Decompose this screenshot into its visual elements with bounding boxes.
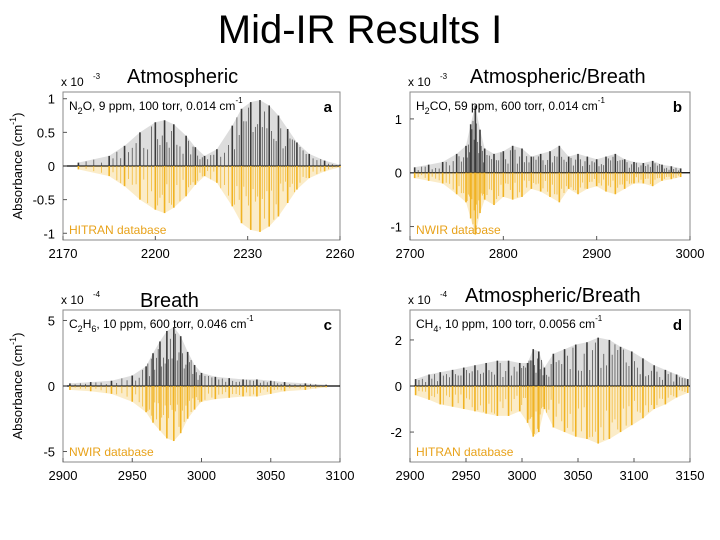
- measured-envelope: [69, 327, 327, 386]
- x-tick-label: 3150: [676, 468, 705, 483]
- caption-panel-c: Breath: [140, 290, 199, 312]
- x-tick-label: 2170: [49, 246, 78, 261]
- y-tick-label: 0: [395, 166, 402, 181]
- panel-letter: d: [673, 317, 682, 334]
- x-tick-label: 3050: [256, 468, 285, 483]
- y-tick-label: -5: [43, 445, 55, 460]
- y-tick-label: 0: [395, 379, 402, 394]
- caption-panel-a: Atmospheric: [127, 66, 239, 88]
- x-tick-label: 2900: [582, 246, 611, 261]
- plot-frame: [409, 91, 691, 241]
- y-axis-label: Absorbance (cm-1): [8, 112, 25, 219]
- axis-multiplier: x 10: [408, 75, 431, 89]
- x-tick-label: 2230: [233, 246, 262, 261]
- y-axis-label: Absorbance (cm-1): [8, 332, 25, 439]
- y-tick-label: 1: [48, 92, 55, 107]
- y-tick-label: -0.5: [33, 193, 55, 208]
- caption-panel-b: Atmospheric/Breath: [470, 66, 646, 88]
- x-tick-label: 2260: [326, 246, 355, 261]
- y-tick-label: 1: [395, 112, 402, 127]
- x-tick-label: 3000: [187, 468, 216, 483]
- slide-title: Mid-IR Results I: [217, 8, 503, 52]
- chart-panel-a: 1 0.5 0 -0.5 -1 2170 2200 2230 2260 x 10 -3 N2O, 9 …: [8, 72, 354, 261]
- database-label: NWIR database: [69, 445, 154, 459]
- x-tick-label: 3000: [508, 468, 537, 483]
- x-tick-label: 3000: [676, 246, 705, 261]
- axis-multiplier: x 10: [61, 75, 84, 89]
- axis-multiplier-exponent: -4: [440, 290, 448, 299]
- caption-panel-d: Atmospheric/Breath: [465, 285, 641, 307]
- y-tick-label: -2: [390, 425, 402, 440]
- y-tick-label: 5: [48, 313, 55, 328]
- y-tick-label: -1: [43, 226, 55, 241]
- chart-panel-b: 1 0 -1 2700 2800 2900 3000 x 10 -3 H2CO, 59 ppm, …: [390, 72, 704, 261]
- x-tick-label: 3100: [620, 468, 649, 483]
- x-tick-label: 2900: [49, 468, 78, 483]
- panel-letter: a: [324, 99, 333, 116]
- x-tick-label: 2900: [396, 468, 425, 483]
- database-envelope: [69, 386, 327, 441]
- y-tick-label: -1: [390, 220, 402, 235]
- x-tick-label: 2950: [118, 468, 147, 483]
- species-annotation: C2H6, 10 ppm, 600 torr, 0.046 cm-1: [69, 314, 254, 334]
- database-envelope: [78, 166, 341, 232]
- y-tick-label: 0: [48, 379, 55, 394]
- y-tick-label: 0: [48, 159, 55, 174]
- axis-multiplier: x 10: [61, 293, 84, 307]
- database-label: HITRAN database: [69, 223, 167, 237]
- database-label: HITRAN database: [416, 445, 514, 459]
- species-annotation: N2O, 9 ppm, 100 torr, 0.014 cm-1: [69, 96, 243, 116]
- measured-envelope: [415, 337, 688, 386]
- database-envelope: [415, 386, 688, 444]
- x-tick-label: 3050: [564, 468, 593, 483]
- x-tick-label: 2700: [396, 246, 425, 261]
- panel-letter: c: [324, 317, 332, 334]
- y-tick-label: 2: [395, 333, 402, 348]
- axis-multiplier: x 10: [408, 293, 431, 307]
- axis-multiplier-exponent: -3: [440, 72, 448, 81]
- x-tick-label: 2200: [141, 246, 170, 261]
- species-annotation: H2CO, 59 ppm, 600 torr, 0.014 cm-1: [416, 96, 605, 116]
- axis-multiplier-exponent: -4: [93, 290, 101, 299]
- species-annotation: CH4, 10 ppm, 100 torr, 0.0056 cm-1: [416, 314, 603, 334]
- x-tick-label: 3100: [326, 468, 355, 483]
- chart-panel-d: 2 0 -2 2900 2950 3000 3050 3100 3150 x 10 -4 CH4, 1…: [390, 290, 704, 483]
- y-tick-label: 0.5: [37, 125, 55, 140]
- x-tick-label: 2800: [489, 246, 518, 261]
- x-tick-label: 2950: [452, 468, 481, 483]
- axis-multiplier-exponent: -3: [93, 72, 101, 81]
- chart-panel-c: 5 0 -5 2900 2950 3000 3050 3100 x 10 -4 C2H6, 10 p…: [8, 290, 354, 483]
- panel-letter: b: [673, 99, 682, 116]
- database-label: NWIR database: [416, 223, 501, 237]
